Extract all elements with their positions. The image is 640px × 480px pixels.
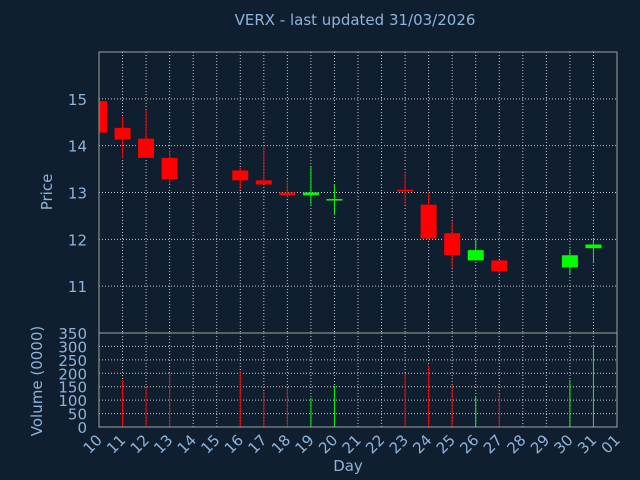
candle-body <box>161 157 178 180</box>
volume-tick-label: 150 <box>58 379 87 397</box>
y-tick-label: 13 <box>68 185 87 203</box>
candle-body <box>420 204 437 239</box>
x-tick-label: 17 <box>244 431 270 457</box>
candle-body <box>232 170 249 181</box>
x-tick-label: 30 <box>551 431 577 457</box>
x-tick-label: 16 <box>221 431 247 457</box>
x-tick-label: 26 <box>456 431 482 457</box>
x-tick-label: 22 <box>362 431 388 457</box>
candle-body <box>491 260 508 272</box>
x-tick-label: 18 <box>268 431 294 457</box>
volume-tick-label: 50 <box>68 406 87 424</box>
x-tick-label: 31 <box>574 431 600 457</box>
y-tick-label: 11 <box>68 278 87 296</box>
candle-body <box>585 244 602 249</box>
x-tick-label: 23 <box>386 431 412 457</box>
candles <box>99 101 602 274</box>
x-tick-label: 21 <box>339 431 365 457</box>
x-tick-label: 24 <box>409 431 435 457</box>
candle-body <box>114 127 131 140</box>
x-tick-label: 20 <box>315 431 341 457</box>
x-tick-label: 01 <box>598 431 624 457</box>
candle-body <box>138 138 155 158</box>
candle-body <box>444 233 461 256</box>
plot <box>98 52 618 428</box>
y-tick-label: 12 <box>68 231 87 249</box>
candle-body <box>467 250 484 261</box>
y-tick-label: 14 <box>68 138 87 156</box>
x-tick-label: 11 <box>103 431 129 457</box>
x-tick-label: 12 <box>127 431 153 457</box>
x-axis-label: Day <box>333 457 363 475</box>
x-tick-label: 14 <box>174 431 200 457</box>
candle-body <box>99 101 107 133</box>
x-tick-label: 25 <box>433 431 459 457</box>
volume-tick-label: 350 <box>58 325 87 343</box>
x-tick-label: 15 <box>197 431 223 457</box>
volume-tick-label: 250 <box>58 352 87 370</box>
y-tick-label: 15 <box>68 91 87 109</box>
candle-body <box>397 189 414 192</box>
candle-body <box>302 192 319 196</box>
volume-frame <box>98 332 618 428</box>
candle-body <box>561 255 578 268</box>
x-tick-label: 13 <box>150 431 176 457</box>
candle-body <box>255 180 272 185</box>
x-tick-label: 19 <box>292 431 318 457</box>
x-tick-label: 29 <box>527 431 553 457</box>
volume-tick-label: 300 <box>58 338 87 356</box>
candle-body <box>279 192 296 196</box>
y-axis-label: Price <box>38 174 56 211</box>
volume-axis-label: Volume (0000) <box>28 326 46 436</box>
volume-tick-label: 0 <box>77 419 87 437</box>
x-tick-label: 27 <box>480 431 506 457</box>
volume-tick-label: 200 <box>58 365 87 383</box>
volume-tick-label: 100 <box>58 392 87 410</box>
candle-body <box>326 199 343 201</box>
x-tick-label: 28 <box>503 431 529 457</box>
chart-title: VERX - last updated 31/03/2026 <box>235 11 476 29</box>
